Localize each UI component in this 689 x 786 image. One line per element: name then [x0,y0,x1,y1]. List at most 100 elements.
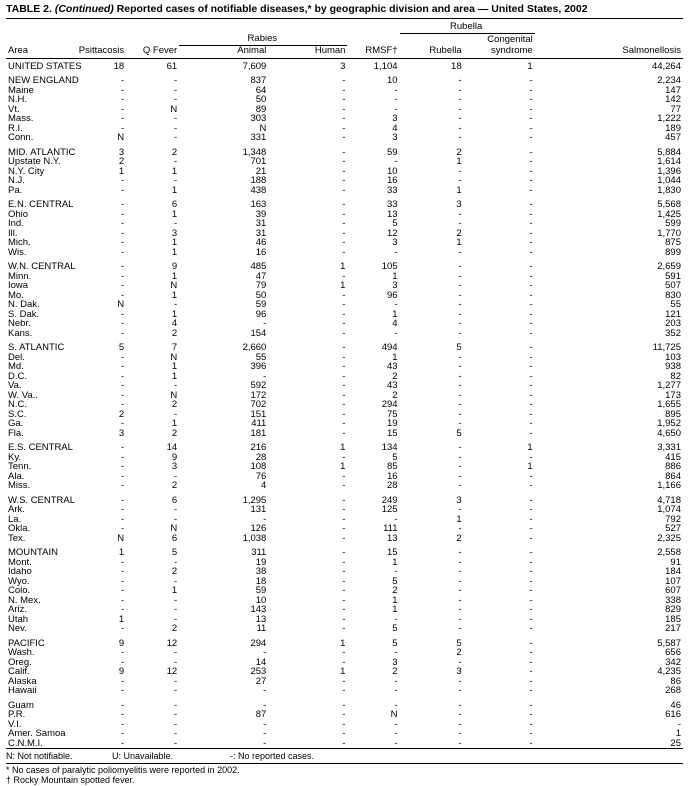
value-cell: - [529,318,533,329]
value-cell: - [120,523,125,534]
value-cell: - [394,566,398,577]
table-row: Tenn. - 3 108 1 85 - 1 886 [6,462,683,472]
value-cell: 142 [665,94,681,105]
value-cell: - [342,361,346,372]
value-cell: - [529,418,533,429]
value-cell: 4,650 [657,427,681,439]
area-cell: Colo. [8,585,31,596]
header-row-rabies-group: Rabies Congenital [6,33,683,46]
value-cell: 485 [250,261,267,272]
value-cell: 9 [118,637,125,649]
value-cell: 79 [255,280,267,291]
value-cell: - [120,318,125,329]
value-cell: 18 [451,60,462,72]
value-cell: 1,952 [657,418,681,429]
value-cell: 415 [665,451,681,463]
value-cell: - [529,199,533,210]
value-cell: - [174,504,178,515]
value-cell: - [342,547,346,558]
value-cell: - [120,361,125,372]
table-row: Wyo. - - 18 - 5 - - 107 [6,576,683,587]
value-cell: - [342,594,346,606]
value-cell: 1 [527,60,533,72]
value-cell: 55 [255,351,267,363]
value-cell: 864 [665,470,681,482]
value-cell: - [120,184,125,196]
value-cell: 27 [255,675,267,687]
table-row: Del. - N 55 - 1 - - 103 [6,351,683,363]
header-spacer [126,34,179,46]
value-cell: 1,295 [242,494,267,506]
value-cell: 2 [392,370,398,382]
value-cell: - [263,685,267,696]
table-row: MID. ATLANTIC 3 2 1,348 - 59 2 - 5,884 [6,143,683,158]
value-cell: 5 [171,547,178,558]
value-cell: 172 [250,389,267,401]
value-cell: - [342,523,346,534]
value-cell: - [120,280,125,291]
value-cell: - [263,513,267,525]
value-cell: 1 [171,308,178,320]
value-cell: - [342,227,346,239]
value-cell: - [120,246,125,258]
value-cell: - [529,94,533,105]
value-cell: - [263,647,267,658]
table-row: Colo. - 1 59 - 2 - - 607 [6,586,683,596]
value-cell: - [529,308,533,320]
value-cell: - [529,270,533,282]
value-cell: 1,166 [657,480,681,491]
value-cell: 1 [527,461,533,472]
area-cell: V.I. [8,718,22,730]
table-title: TABLE 2. (Continued) Reported cases of n… [6,3,683,19]
value-cell: - [120,699,125,711]
value-cell: 12 [386,227,398,239]
value-cell: 268 [665,685,681,696]
value-cell: 2,234 [657,75,681,86]
area-cell: Ky. [8,451,22,463]
value-cell: 396 [250,361,267,372]
value-cell: - [263,718,267,730]
value-cell: 2 [392,666,398,677]
table-row: N. Dak. N - 59 - - - - 55 [6,300,683,310]
value-cell: - [458,470,462,482]
area-cell: W. Va.. [8,389,38,401]
value-cell: 2,660 [242,342,267,353]
table-row: Mo. - 1 50 - 96 - - 830 [6,290,683,301]
value-cell: - [529,585,533,596]
value-cell: 1,074 [657,504,681,515]
value-cell: - [458,675,462,687]
value-cell: - [529,523,533,534]
value-cell: - [529,613,533,625]
value-cell: - [458,308,462,320]
area-cell: Wash. [8,647,35,658]
value-cell: - [342,737,346,749]
value-cell: - [174,94,178,105]
area-cell: Upstate N.Y. [8,156,61,167]
area-cell: Okla. [8,523,31,534]
value-cell: - [174,408,178,420]
value-cell: - [342,146,346,158]
value-cell: - [458,585,462,596]
value-cell: - [529,299,533,310]
value-cell: - [342,566,346,577]
value-cell: - [458,389,462,401]
value-cell: - [458,270,462,282]
area-cell: P.R. [8,709,26,720]
area-cell: N.C. [8,399,27,410]
value-cell: - [174,594,178,606]
value-cell: - [342,84,346,96]
value-cell: - [529,532,533,544]
value-cell: - [120,675,125,687]
value-cell: 2 [171,399,178,410]
area-cell: Ala. [8,470,25,482]
value-cell: - [120,737,125,749]
value-cell: 38 [255,566,267,577]
table-row: Tex. N 6 1,038 - 13 2 - 2,325 [6,532,683,544]
table-row: Minn. - 1 47 - 1 - - 591 [6,270,683,282]
area-cell: S. ATLANTIC [8,342,65,353]
value-cell: - [529,146,533,158]
value-cell: 701 [250,156,267,167]
value-cell: 4 [392,318,398,329]
value-cell: - [120,199,125,210]
disease-table: Rubella Rabies Congenital Area Psittacos… [6,19,683,749]
